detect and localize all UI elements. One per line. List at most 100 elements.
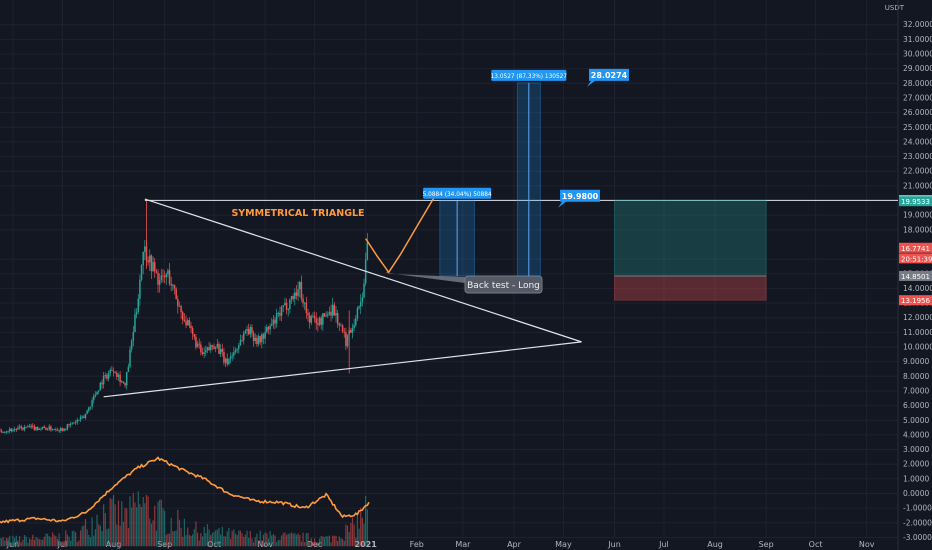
volume-bar: [328, 535, 331, 547]
volume-bar: [323, 537, 326, 547]
candle-body: [266, 327, 268, 333]
candle-body: [15, 429, 18, 430]
y-tick-label: 4.0000: [903, 430, 929, 439]
volume-bar: [0, 538, 3, 547]
candle-body: [290, 296, 293, 300]
volume-bar: [53, 534, 55, 547]
candle-body: [358, 306, 360, 309]
candle-body: [38, 428, 41, 430]
volume-bar: [358, 528, 360, 547]
candle-body: [144, 246, 146, 252]
candle-body: [363, 283, 365, 298]
volume-bar: [56, 538, 59, 547]
y-tick-label: 12.0000: [903, 313, 932, 322]
volume-bar: [178, 519, 181, 547]
volume-bar: [142, 496, 144, 547]
candle-body: [122, 381, 125, 383]
candle-body: [112, 370, 115, 372]
candle-body: [99, 382, 102, 391]
candle-body: [134, 314, 136, 333]
volume-bar: [325, 535, 327, 547]
candle-body: [303, 302, 306, 304]
volume-bar: [117, 500, 120, 547]
price-badge-text: 16.7741: [901, 245, 930, 253]
candle-body: [236, 348, 238, 351]
candle-body: [91, 400, 93, 407]
candle-body: [167, 270, 169, 275]
volume-bar: [223, 536, 225, 547]
candle-body: [25, 426, 27, 428]
volume-bar: [198, 540, 200, 547]
candle-body: [114, 371, 116, 373]
callout-text: Back test - Long: [467, 281, 540, 291]
candle-body: [50, 426, 52, 431]
volume-bar: [218, 527, 220, 547]
candle-body: [208, 347, 210, 351]
candle-body: [186, 320, 189, 326]
volume-bar: [132, 492, 134, 547]
candle-body: [8, 428, 11, 432]
candle-body: [335, 312, 337, 316]
volume-bar: [243, 537, 245, 547]
x-tick-label: Feb: [410, 540, 424, 549]
volume-bar: [47, 533, 49, 547]
volume-bar: [103, 504, 105, 547]
volume-bar: [144, 503, 146, 547]
candle-body: [294, 292, 296, 299]
candle-body: [165, 274, 168, 278]
volume-bar: [127, 527, 129, 547]
volume-bar: [23, 535, 26, 547]
candle-body: [58, 430, 60, 432]
long-position-profit-zone: [614, 200, 767, 277]
price-badge-text: 14.8501: [901, 273, 930, 281]
volume-bar: [162, 508, 164, 547]
volume-bar: [310, 538, 312, 547]
candle-body: [106, 374, 108, 379]
volume-bar: [313, 538, 316, 547]
candle-body: [305, 302, 308, 313]
candle-body: [71, 422, 74, 424]
candle-body: [45, 427, 47, 431]
volume-bar: [351, 517, 354, 547]
volume-bar: [165, 534, 167, 547]
candle-body: [195, 336, 197, 348]
candle-body: [302, 298, 304, 304]
volume-bar: [175, 530, 177, 547]
y-tick-label: 24.0000: [903, 137, 932, 146]
volume-bar: [88, 534, 90, 547]
volume-bar: [140, 506, 143, 547]
volume-bar: [315, 542, 317, 547]
y-tick-label: 1.0000: [903, 474, 929, 483]
volume-bar: [285, 534, 288, 547]
y-tick-label: 18.0000: [903, 225, 932, 234]
volume-bar: [271, 535, 273, 547]
volume-bar: [159, 499, 161, 547]
volume-bar: [136, 507, 138, 547]
volume-bar: [70, 540, 72, 547]
price-badge: [899, 242, 932, 253]
volume-bar: [210, 535, 212, 547]
candle-body: [259, 336, 261, 343]
volume-bar: [81, 526, 83, 547]
volume-bar: [318, 538, 321, 547]
volume-bar: [73, 530, 75, 547]
candle-body: [206, 347, 209, 351]
volume-bar: [68, 536, 70, 547]
y-tick-label: 3.0000: [903, 445, 929, 454]
price-badge: [899, 196, 932, 207]
volume-bar: [295, 534, 298, 547]
candle-body: [116, 372, 118, 377]
volume-bar: [137, 491, 139, 547]
volume-bar: [43, 536, 45, 547]
candle-body: [127, 366, 130, 372]
candle-body: [261, 334, 263, 343]
volume-bar: [164, 510, 166, 547]
candle-body: [198, 343, 200, 345]
candle-body: [223, 352, 225, 363]
candle-body: [22, 428, 24, 430]
triangle-lower-line: [103, 341, 582, 398]
candle-body: [89, 406, 92, 408]
y-tick-label: 22.0000: [903, 167, 932, 176]
pattern-label: SYMMETRICAL TRIANGLE: [231, 208, 364, 219]
